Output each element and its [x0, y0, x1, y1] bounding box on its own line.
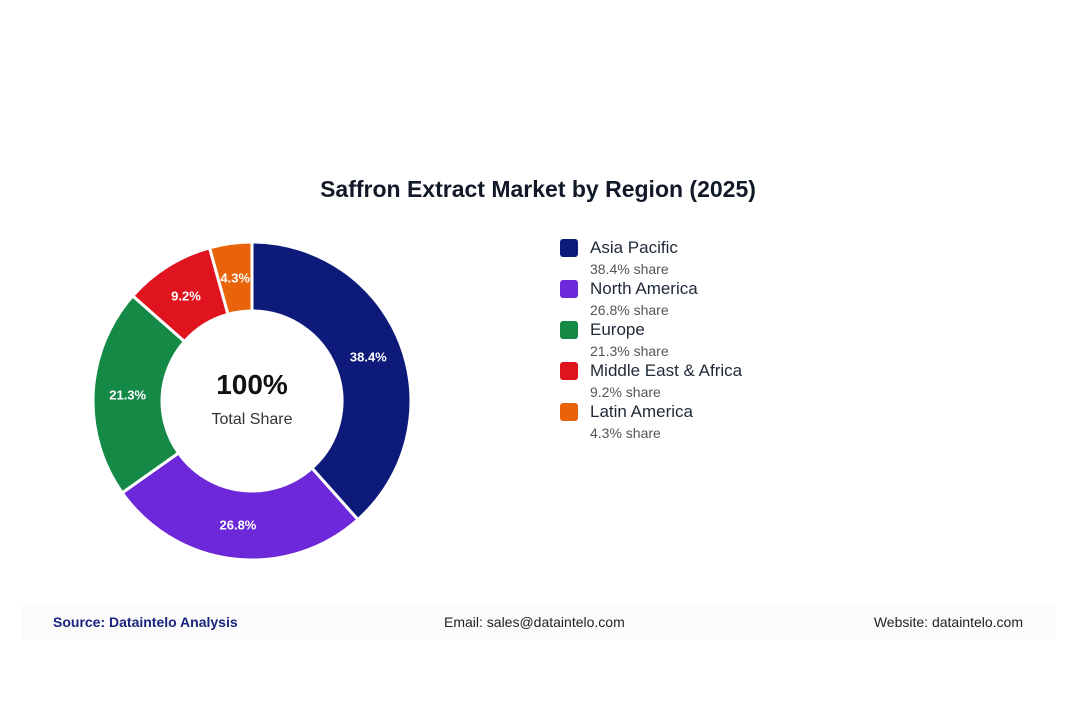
- slice-label: 21.3%: [109, 387, 146, 402]
- slice-europe: [91, 293, 187, 495]
- legend-label: Latin America: [590, 402, 693, 421]
- legend-swatch: [560, 403, 578, 421]
- donut-chart: 38.4% 26.8% 21.3% 9.2% 4.3% 100% Total Share: [91, 240, 413, 562]
- slice-label: 38.4%: [350, 350, 387, 365]
- legend-label: Europe: [590, 320, 645, 339]
- footer-email: Email: sales@dataintelo.com: [444, 614, 625, 630]
- slice-label: 9.2%: [171, 288, 201, 303]
- legend-swatch: [560, 321, 578, 339]
- slice-label: 26.8%: [220, 518, 257, 533]
- footer-website: Website: dataintelo.com: [873, 614, 1023, 630]
- footer-bar: Source: Dataintelo Analysis Email: sales…: [22, 604, 1056, 640]
- legend-swatch: [560, 280, 578, 298]
- center-total-value: 100%: [216, 369, 288, 400]
- legend-label: Middle East & Africa: [590, 361, 743, 380]
- legend-swatch: [560, 239, 578, 257]
- slice-north-america: [120, 450, 361, 562]
- legend-label: North America: [590, 279, 698, 298]
- slice-asia-pacific: [250, 240, 413, 522]
- legend-share: 38.4% share: [590, 261, 669, 277]
- legend-share: 21.3% share: [590, 343, 669, 359]
- center-total-label: Total Share: [212, 411, 293, 428]
- legend-share: 26.8% share: [590, 302, 669, 318]
- legend-label: Asia Pacific: [590, 238, 678, 257]
- footer-source: Source: Dataintelo Analysis: [53, 614, 238, 630]
- legend-swatch: [560, 362, 578, 380]
- chart-title: Saffron Extract Market by Region (2025): [320, 176, 756, 202]
- slice-label: 4.3%: [220, 271, 250, 286]
- legend-share: 4.3% share: [590, 425, 661, 441]
- slice-latin-america: [207, 240, 254, 317]
- legend-share: 9.2% share: [590, 384, 661, 400]
